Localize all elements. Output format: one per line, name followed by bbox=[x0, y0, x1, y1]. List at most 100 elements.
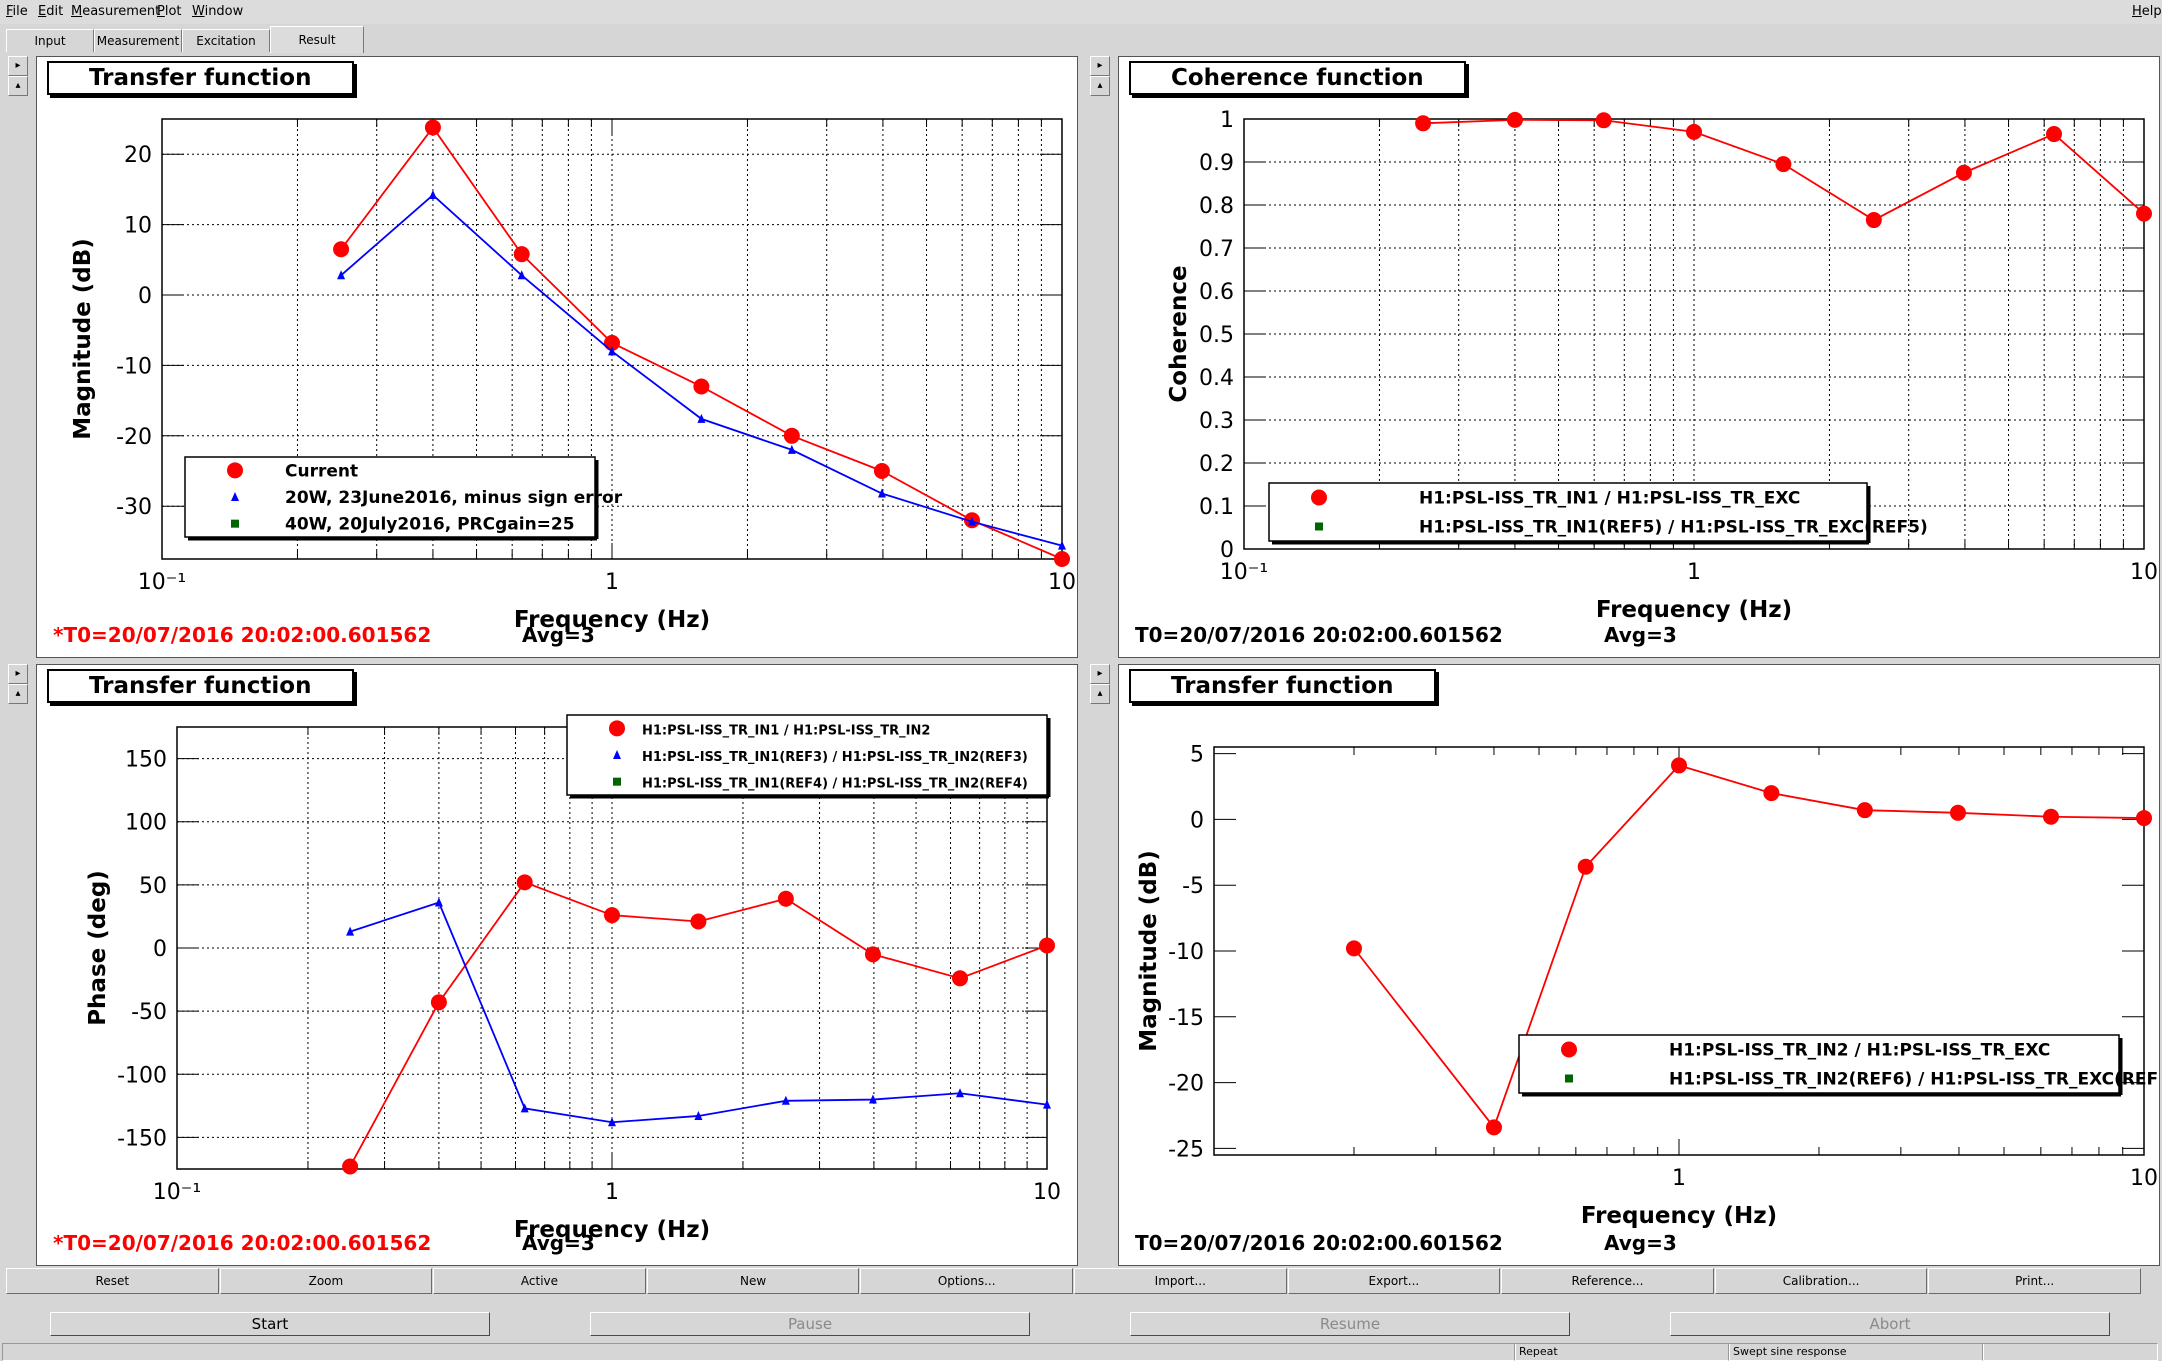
toolbar-button-zoom[interactable]: Zoom bbox=[219, 1268, 433, 1294]
data-point bbox=[520, 1103, 529, 1113]
toolbar-button-export[interactable]: Export... bbox=[1287, 1268, 1501, 1294]
y-tick-label: 0.5 bbox=[1199, 323, 1234, 348]
plot-frame bbox=[1213, 746, 2145, 1156]
status-field-repeat: Repeat bbox=[1514, 1343, 1730, 1361]
menu-file[interactable]: File bbox=[6, 4, 28, 19]
x-axis-label: Frequency (Hz) bbox=[1596, 597, 1792, 623]
toolbar-button-print[interactable]: Print... bbox=[1928, 1268, 2141, 1294]
status-field-main bbox=[2, 1343, 1516, 1361]
y-tick-label: 0 bbox=[1190, 808, 1204, 833]
data-point bbox=[1865, 212, 1882, 229]
plot-title: Transfer function bbox=[1129, 669, 1436, 703]
tab-excitation[interactable]: Excitation bbox=[182, 29, 270, 52]
chart-legend: H1:PSL-ISS_TR_IN1 / H1:PSL-ISS_TR_IN2 H1:… bbox=[566, 714, 1051, 799]
legend-marker bbox=[231, 519, 239, 528]
pad-expand-button[interactable]: ▸ bbox=[8, 664, 28, 684]
data-point bbox=[346, 926, 355, 936]
legend-box bbox=[566, 714, 1048, 796]
y-axis-label: Coherence bbox=[1166, 265, 1192, 402]
legend-label: H1:PSL-ISS_TR_IN2 / H1:PSL-ISS_TR_EXC bbox=[1669, 1041, 2050, 1061]
menu-help[interactable]: Help bbox=[2132, 4, 2162, 19]
y-tick-label: 0.6 bbox=[1199, 280, 1234, 305]
data-point bbox=[1043, 1099, 1051, 1109]
pad-expand-button[interactable]: ▸ bbox=[8, 56, 28, 76]
data-point bbox=[1949, 804, 1966, 821]
pad-collapse-button[interactable]: ▴ bbox=[8, 684, 28, 704]
chart-svg: -30 -20 -10 0 10 20 10⁻¹ 1 10 Frequency (Hz) Magni… bbox=[70, 118, 1076, 633]
chart-grid bbox=[1213, 747, 2144, 1155]
y-tick-label: 10 bbox=[124, 214, 152, 239]
plot-avg-label: Avg=3 bbox=[522, 1231, 595, 1255]
plot-canvas[interactable]: Transfer function *T0=20/07/2016 20:02:00… bbox=[36, 664, 1078, 1266]
tab-result[interactable]: Result bbox=[270, 26, 364, 53]
data-point bbox=[517, 270, 526, 280]
toolbar-button-active[interactable]: Active bbox=[433, 1268, 646, 1294]
y-tick-label: -10 bbox=[116, 354, 152, 379]
pause-button[interactable]: Pause bbox=[590, 1312, 1030, 1336]
chart-legend: H1:PSL-ISS_TR_IN2 / H1:PSL-ISS_TR_EXC H1:… bbox=[1518, 1034, 2159, 1097]
toolbar-button-reference[interactable]: Reference... bbox=[1501, 1268, 1714, 1294]
menu-plot[interactable]: Plot bbox=[157, 4, 182, 19]
start-button[interactable]: Start bbox=[50, 1312, 490, 1336]
data-point bbox=[1955, 164, 1972, 181]
data-point bbox=[1415, 115, 1432, 132]
pad-expand-button[interactable]: ▸ bbox=[1090, 664, 1110, 684]
legend-label: H1:PSL-ISS_TR_IN1 / H1:PSL-ISS_TR_IN2 bbox=[642, 723, 930, 738]
x-tick-label: 1 bbox=[1687, 560, 1701, 585]
legend-label: H1:PSL-ISS_TR_IN1(REF4) / H1:PSL-ISS_TR_… bbox=[642, 777, 1028, 792]
resume-button[interactable]: Resume bbox=[1130, 1312, 1570, 1336]
y-tick-label: -50 bbox=[131, 1000, 167, 1025]
plot-time-label: *T0=20/07/2016 20:02:00.601562 bbox=[53, 1231, 432, 1255]
plot-pad-top-right: ▸ ▴ Coherence function T0=20/07/2016 20:02:… bbox=[1082, 56, 2162, 658]
data-point bbox=[1039, 937, 1055, 954]
legend-label: Current bbox=[285, 461, 358, 481]
y-tick-label: -10 bbox=[1168, 940, 1204, 965]
data-point bbox=[690, 913, 707, 930]
data-point bbox=[873, 463, 890, 479]
legend-marker bbox=[1565, 1074, 1573, 1083]
abort-button[interactable]: Abort bbox=[1670, 1312, 2110, 1336]
data-point bbox=[513, 246, 530, 263]
chart-svg: -25 -20 -15 -10 -5 0 5 1 10 Frequency (Hz) Magnitu… bbox=[1136, 743, 2159, 1229]
plot-pad-top-left: ▸ ▴ Transfer function *T0=20/07/2016 20:02:… bbox=[0, 56, 1080, 658]
y-tick-label: 0.3 bbox=[1199, 409, 1234, 434]
legend-label: H1:PSL-ISS_TR_IN1(REF3) / H1:PSL-ISS_TR_… bbox=[642, 750, 1028, 765]
data-point bbox=[2046, 126, 2063, 143]
y-tick-label: 0.1 bbox=[1199, 495, 1234, 520]
tab-measurement[interactable]: Measurement bbox=[94, 29, 182, 52]
y-tick-label: -5 bbox=[1182, 874, 1204, 899]
data-point bbox=[434, 897, 443, 907]
pad-collapse-button[interactable]: ▴ bbox=[1090, 684, 1110, 704]
plot-canvas[interactable]: Transfer function *T0=20/07/2016 20:02:00… bbox=[36, 56, 1078, 658]
toolbar-button-calibration[interactable]: Calibration... bbox=[1714, 1268, 1928, 1294]
data-point bbox=[342, 1158, 359, 1175]
pad-collapse-button[interactable]: ▴ bbox=[1090, 76, 1110, 96]
chart-legend: Current 20W, 23June2016, minus sign error… bbox=[184, 456, 623, 541]
pad-collapse-button[interactable]: ▴ bbox=[8, 76, 28, 96]
toolbar-button-import[interactable]: Import... bbox=[1074, 1268, 1287, 1294]
tab-bar: Input Measurement Excitation Result bbox=[0, 24, 2162, 54]
y-tick-label: 5 bbox=[1190, 743, 1204, 768]
data-point bbox=[1595, 112, 1612, 129]
pad-expand-button[interactable]: ▸ bbox=[1090, 56, 1110, 76]
menu-window[interactable]: Window bbox=[192, 4, 244, 19]
x-tick-label: 1 bbox=[605, 1180, 619, 1205]
menu-measurement[interactable]: Measurement bbox=[71, 4, 161, 19]
data-point bbox=[1345, 940, 1362, 957]
y-tick-label: -150 bbox=[117, 1126, 167, 1151]
legend-box bbox=[184, 456, 596, 538]
x-tick-label: 10⁻¹ bbox=[1220, 560, 1268, 585]
plot-canvas[interactable]: Transfer function T0=20/07/2016 20:02:00.… bbox=[1118, 664, 2160, 1266]
plot-canvas[interactable]: Coherence function T0=20/07/2016 20:02:00… bbox=[1118, 56, 2160, 658]
menu-edit[interactable]: Edit bbox=[38, 4, 64, 19]
toolbar-button-new[interactable]: New bbox=[646, 1268, 860, 1294]
tab-input[interactable]: Input bbox=[6, 29, 94, 52]
plot-title: Transfer function bbox=[47, 669, 354, 703]
status-field-mode: Swept sine response bbox=[1728, 1343, 1984, 1361]
toolbar-button-reset[interactable]: Reset bbox=[6, 1268, 219, 1294]
data-point bbox=[694, 1110, 703, 1120]
chart-grid bbox=[176, 727, 1047, 1169]
data-point bbox=[1054, 551, 1070, 567]
toolbar-button-options[interactable]: Options... bbox=[860, 1268, 1073, 1294]
plot-pad-bottom-left: ▸ ▴ Transfer function *T0=20/07/2016 20:02:… bbox=[0, 664, 1080, 1266]
